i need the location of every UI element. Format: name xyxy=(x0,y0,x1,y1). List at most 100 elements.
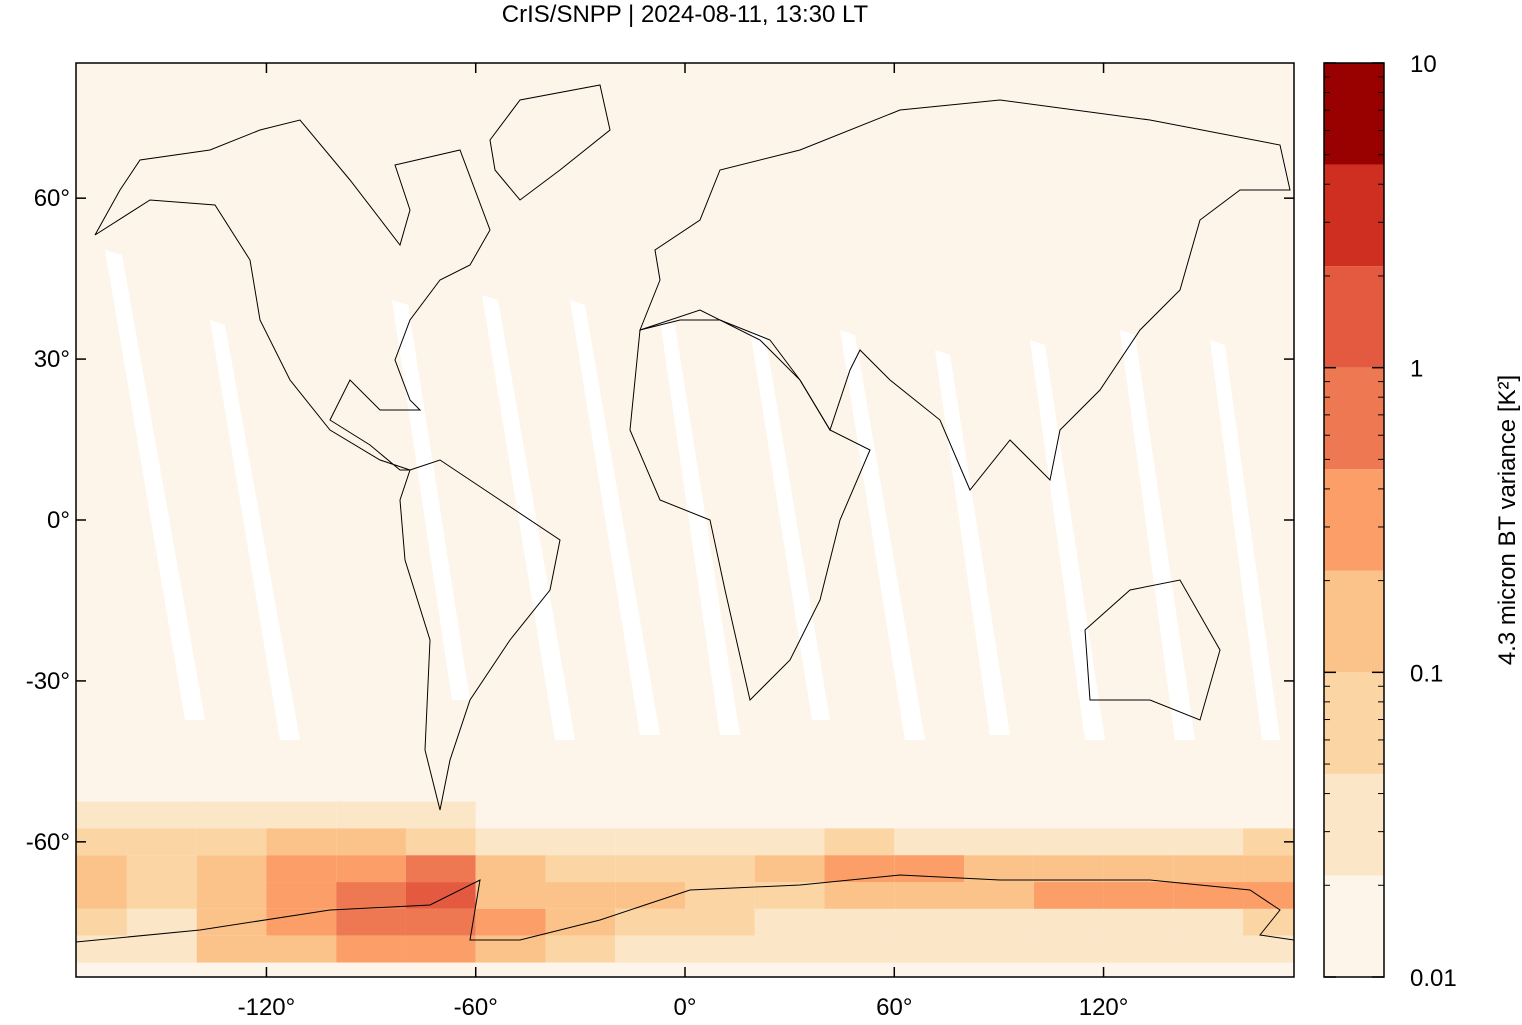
heat-cell xyxy=(754,908,825,936)
heat-cell xyxy=(475,855,546,883)
heat-cell xyxy=(964,828,1034,856)
swath-gap xyxy=(392,300,470,700)
heat-cell xyxy=(1173,801,1244,829)
y-tick-label: 30° xyxy=(34,346,70,373)
chart-title: CrIS/SNPP | 2024-08-11, 13:30 LT xyxy=(502,1,869,28)
heat-cell xyxy=(336,828,406,856)
heat-cell xyxy=(76,801,127,829)
heat-cell xyxy=(685,882,755,909)
heat-cell xyxy=(1243,882,1294,909)
heat-cell xyxy=(196,908,267,936)
heat-cell xyxy=(615,908,685,936)
heat-cell xyxy=(1103,855,1174,883)
heat-cell xyxy=(266,935,337,963)
coastline xyxy=(629,309,871,701)
colorbar-band xyxy=(1324,367,1384,470)
heat-cell xyxy=(545,908,616,936)
heat-cell xyxy=(824,908,895,936)
heat-cell xyxy=(1243,935,1294,963)
heat-cell xyxy=(336,935,406,963)
heat-cell xyxy=(685,801,755,829)
heat-cell xyxy=(894,801,965,829)
heat-cell xyxy=(196,935,267,963)
swath-gap xyxy=(105,250,205,720)
heat-cell xyxy=(964,935,1034,963)
heat-cell xyxy=(824,935,895,963)
heat-cell xyxy=(1173,935,1244,963)
swath-gap xyxy=(660,320,740,735)
heat-cell xyxy=(76,882,127,909)
colorbar-frame xyxy=(1323,62,1385,978)
swath-gap xyxy=(1210,340,1280,740)
colorbar-tick-label: 0.01 xyxy=(1410,965,1457,992)
colorbar-label: 4.3 micron BT variance [K²] xyxy=(1494,375,1521,665)
x-tick-label: 0° xyxy=(674,994,697,1020)
heat-cell xyxy=(1033,828,1104,856)
heat-cell xyxy=(475,908,546,936)
colorbar-band xyxy=(1324,570,1384,673)
heat-cell xyxy=(894,908,965,936)
heat-cell xyxy=(615,828,685,856)
heat-cell xyxy=(1243,908,1294,936)
colorbar-band xyxy=(1324,469,1384,571)
swath-gap xyxy=(210,320,300,740)
heat-cell xyxy=(126,828,197,856)
heat-cell xyxy=(126,882,197,909)
coastline xyxy=(1084,579,1221,721)
heat-cell xyxy=(615,801,685,829)
heat-cell xyxy=(545,882,616,909)
heat-cell xyxy=(475,828,546,856)
heat-cell xyxy=(685,855,755,883)
coastline xyxy=(399,459,561,811)
x-tick-label: -60° xyxy=(454,994,498,1020)
heat-cell xyxy=(1033,801,1104,829)
heat-cell xyxy=(1243,828,1294,856)
heat-cell xyxy=(545,828,616,856)
heat-cell xyxy=(336,908,406,936)
y-tick-label: -60° xyxy=(26,829,70,856)
heat-cell xyxy=(894,882,965,909)
colorbar-band xyxy=(1324,63,1384,165)
heat-cell xyxy=(1173,855,1244,883)
heat-cell xyxy=(405,935,476,963)
y-tick-label: 0° xyxy=(47,507,70,534)
heat-cell xyxy=(76,855,127,883)
colorbar: 0.01 0.1 1 10 xyxy=(1324,51,1457,992)
heat-cell xyxy=(196,801,267,829)
coastlines xyxy=(76,84,1294,943)
heat-cell xyxy=(754,828,825,856)
heat-cell xyxy=(405,908,476,936)
heat-cell xyxy=(685,828,755,856)
heat-cell xyxy=(1173,908,1244,936)
swath-gap xyxy=(1120,330,1195,740)
heat-cell xyxy=(824,801,895,829)
x-tick-label: 60° xyxy=(876,994,912,1020)
colorbar-tick-label: 10 xyxy=(1410,51,1437,78)
colorbar-tick-label: 0.1 xyxy=(1410,660,1443,687)
coastline xyxy=(94,119,491,471)
heat-cell xyxy=(685,908,755,936)
heat-cell xyxy=(545,801,616,829)
heat-cell xyxy=(824,828,895,856)
heat-cell xyxy=(196,855,267,883)
heat-cell xyxy=(1103,908,1174,936)
x-tick-label: -120° xyxy=(238,994,296,1020)
y-tick-label: -30° xyxy=(26,668,70,695)
heat-cell xyxy=(545,855,616,883)
colorbar-band xyxy=(1324,672,1384,774)
heat-cell xyxy=(894,828,965,856)
colorbar-band xyxy=(1324,266,1384,368)
heat-cell xyxy=(405,828,476,856)
heat-cell xyxy=(1173,828,1244,856)
heat-cell xyxy=(126,855,197,883)
heat-cell xyxy=(1033,855,1104,883)
heat-cell xyxy=(1173,882,1244,909)
heat-cell xyxy=(196,828,267,856)
heat-cell xyxy=(126,801,197,829)
swath-gap xyxy=(482,295,575,740)
y-tick-label: 60° xyxy=(34,185,70,212)
heat-cell xyxy=(1243,855,1294,883)
coastline xyxy=(76,874,1294,943)
coastline xyxy=(489,84,611,201)
